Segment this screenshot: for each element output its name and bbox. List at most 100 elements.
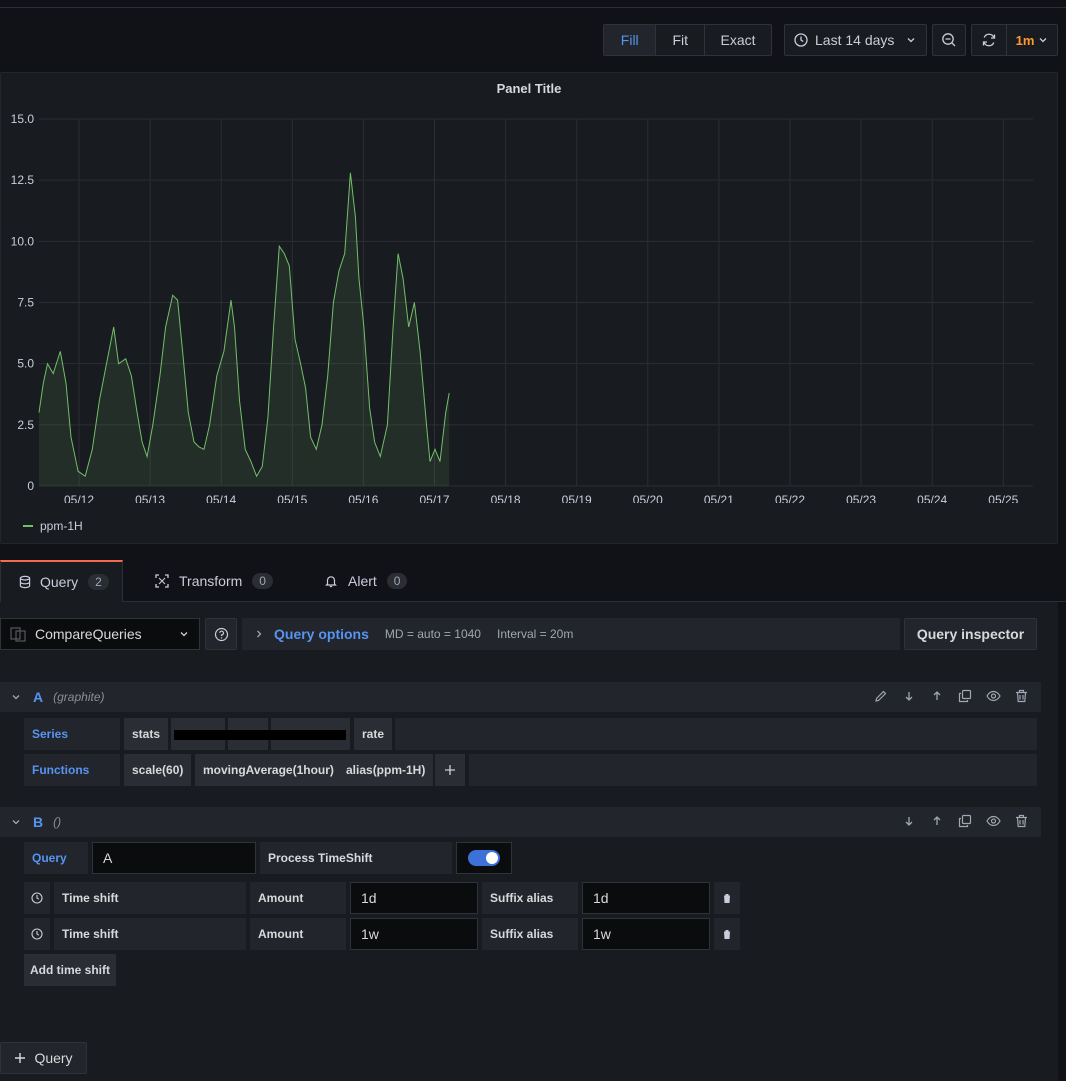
clock-icon [794,33,808,47]
y-tick-label: 5.0 [17,357,34,371]
shift-2-label: Time shift [54,918,246,950]
zoom-out-icon [942,33,956,47]
query-b-letter: B [33,814,44,830]
tab-alert-label: Alert [348,573,377,589]
trash-icon[interactable] [1013,814,1029,831]
eye-icon[interactable] [985,815,1001,830]
trash-icon [723,893,731,903]
series-segment-rate[interactable]: rate [354,718,393,750]
query-ref-label: Query [24,842,88,874]
query-a-header[interactable]: A (graphite) [0,682,1041,712]
legend-item[interactable]: ppm-1H [23,519,83,533]
shift-1-amount-label: Amount [250,882,346,914]
redaction-bar [174,730,346,740]
shift-1-delete-button[interactable] [714,882,740,914]
tab-transform-label: Transform [179,573,243,589]
duplicate-icon[interactable] [957,689,973,706]
help-button[interactable] [205,618,237,650]
clock-icon [31,928,43,940]
move-down-icon[interactable] [901,815,917,830]
query-inspector-button[interactable]: Query inspector [904,618,1037,650]
zoom-out-button[interactable] [932,24,966,56]
datasource-picker[interactable]: CompareQueries [0,618,200,650]
x-tick-label: 05/17 [419,493,449,503]
series-segment-stats[interactable]: stats [124,718,169,750]
move-down-icon[interactable] [901,690,917,705]
shift-1-suffix-input[interactable]: 1d [582,882,710,914]
functions-filler [469,754,1037,786]
tab-query-label: Query [40,574,79,590]
tab-transform[interactable]: Transform 0 [155,560,273,602]
exact-button[interactable]: Exact [720,32,756,48]
shift-2-clock [24,918,50,950]
graph-chart[interactable]: 15.0 12.5 10.0 7.5 5.0 2.5 0 05/12 05/13 05/14 05/… [1,73,1059,503]
refresh-interval-dropdown[interactable]: 1m [1007,33,1057,48]
process-timeshift-toggle[interactable] [456,842,512,874]
query-a-actions [873,682,1029,712]
chevron-down-icon [180,632,188,637]
shift-2-amount-input[interactable]: 1w [350,918,478,950]
shift-2-suffix-input[interactable]: 1w [582,918,710,950]
database-icon [19,575,31,589]
fit-button[interactable]: Fit [672,32,688,48]
add-query-label: Query [34,1050,73,1066]
toggle-knob [486,852,498,864]
function-scale[interactable]: scale(60) [124,754,192,786]
datasource-name: CompareQueries [35,626,142,642]
datasource-icon [10,627,26,642]
query-b-actions [901,807,1029,837]
plus-icon [445,765,455,775]
shift-1-label: Time shift [54,882,246,914]
chevron-down-icon[interactable] [11,692,21,702]
refresh-button[interactable] [972,25,1006,55]
fill-button[interactable]: Fill [604,25,656,55]
function-alias[interactable]: alias(ppm-1H) [338,754,434,786]
time-range-picker[interactable]: Last 14 days [784,24,927,56]
time-range-label: Last 14 days [815,32,895,48]
move-up-icon[interactable] [929,690,945,705]
add-time-shift-button[interactable]: Add time shift [24,954,116,986]
y-tick-label: 15.0 [11,112,35,126]
query-b-header[interactable]: B () [0,807,1041,837]
x-tick-label: 05/12 [64,493,94,503]
help-icon [214,627,228,641]
y-tick-label: 10.0 [11,234,35,248]
transform-icon [155,574,169,588]
add-function-button[interactable] [435,754,465,786]
x-tick-label: 05/19 [562,493,592,503]
tab-query[interactable]: Query 2 [0,560,123,602]
move-up-icon[interactable] [929,815,945,830]
function-moving-average[interactable]: movingAverage(1hour) [195,754,342,786]
legend-label: ppm-1H [40,519,83,533]
trash-icon [723,929,731,939]
shift-1-suffix-label: Suffix alias [482,882,578,914]
shift-1-clock [24,882,50,914]
y-tick-label: 2.5 [17,418,34,432]
eye-icon[interactable] [985,690,1001,705]
top-bar [0,0,1066,8]
x-tick-label: 05/15 [277,493,307,503]
add-query-button[interactable]: Query [0,1042,87,1074]
duplicate-icon[interactable] [957,814,973,831]
legend-swatch [23,525,33,527]
query-options-bar[interactable]: Query options MD = auto = 1040 Interval … [242,618,900,650]
edit-icon[interactable] [873,689,889,706]
panel-title[interactable]: Panel Title [496,81,562,96]
x-tick-label: 05/13 [135,493,165,503]
chevron-down-icon[interactable] [11,817,21,827]
shift-2-delete-button[interactable] [714,918,740,950]
series-label: Series [24,718,120,750]
y-tick-label: 12.5 [11,173,35,187]
tab-alert[interactable]: Alert 0 [324,560,408,602]
series-filler [395,718,1037,750]
y-tick-label: 0 [27,479,34,493]
x-tick-label: 05/20 [633,493,663,503]
query-options-label: Query options [274,626,369,642]
shift-1-amount-input[interactable]: 1d [350,882,478,914]
refresh-interval-label: 1m [1015,32,1035,48]
tab-transform-count: 0 [252,573,273,589]
query-ref-input[interactable]: A [92,842,256,874]
trash-icon[interactable] [1013,689,1029,706]
x-tick-label: 05/21 [704,493,734,503]
max-datapoints-info: MD = auto = 1040 [384,627,481,641]
